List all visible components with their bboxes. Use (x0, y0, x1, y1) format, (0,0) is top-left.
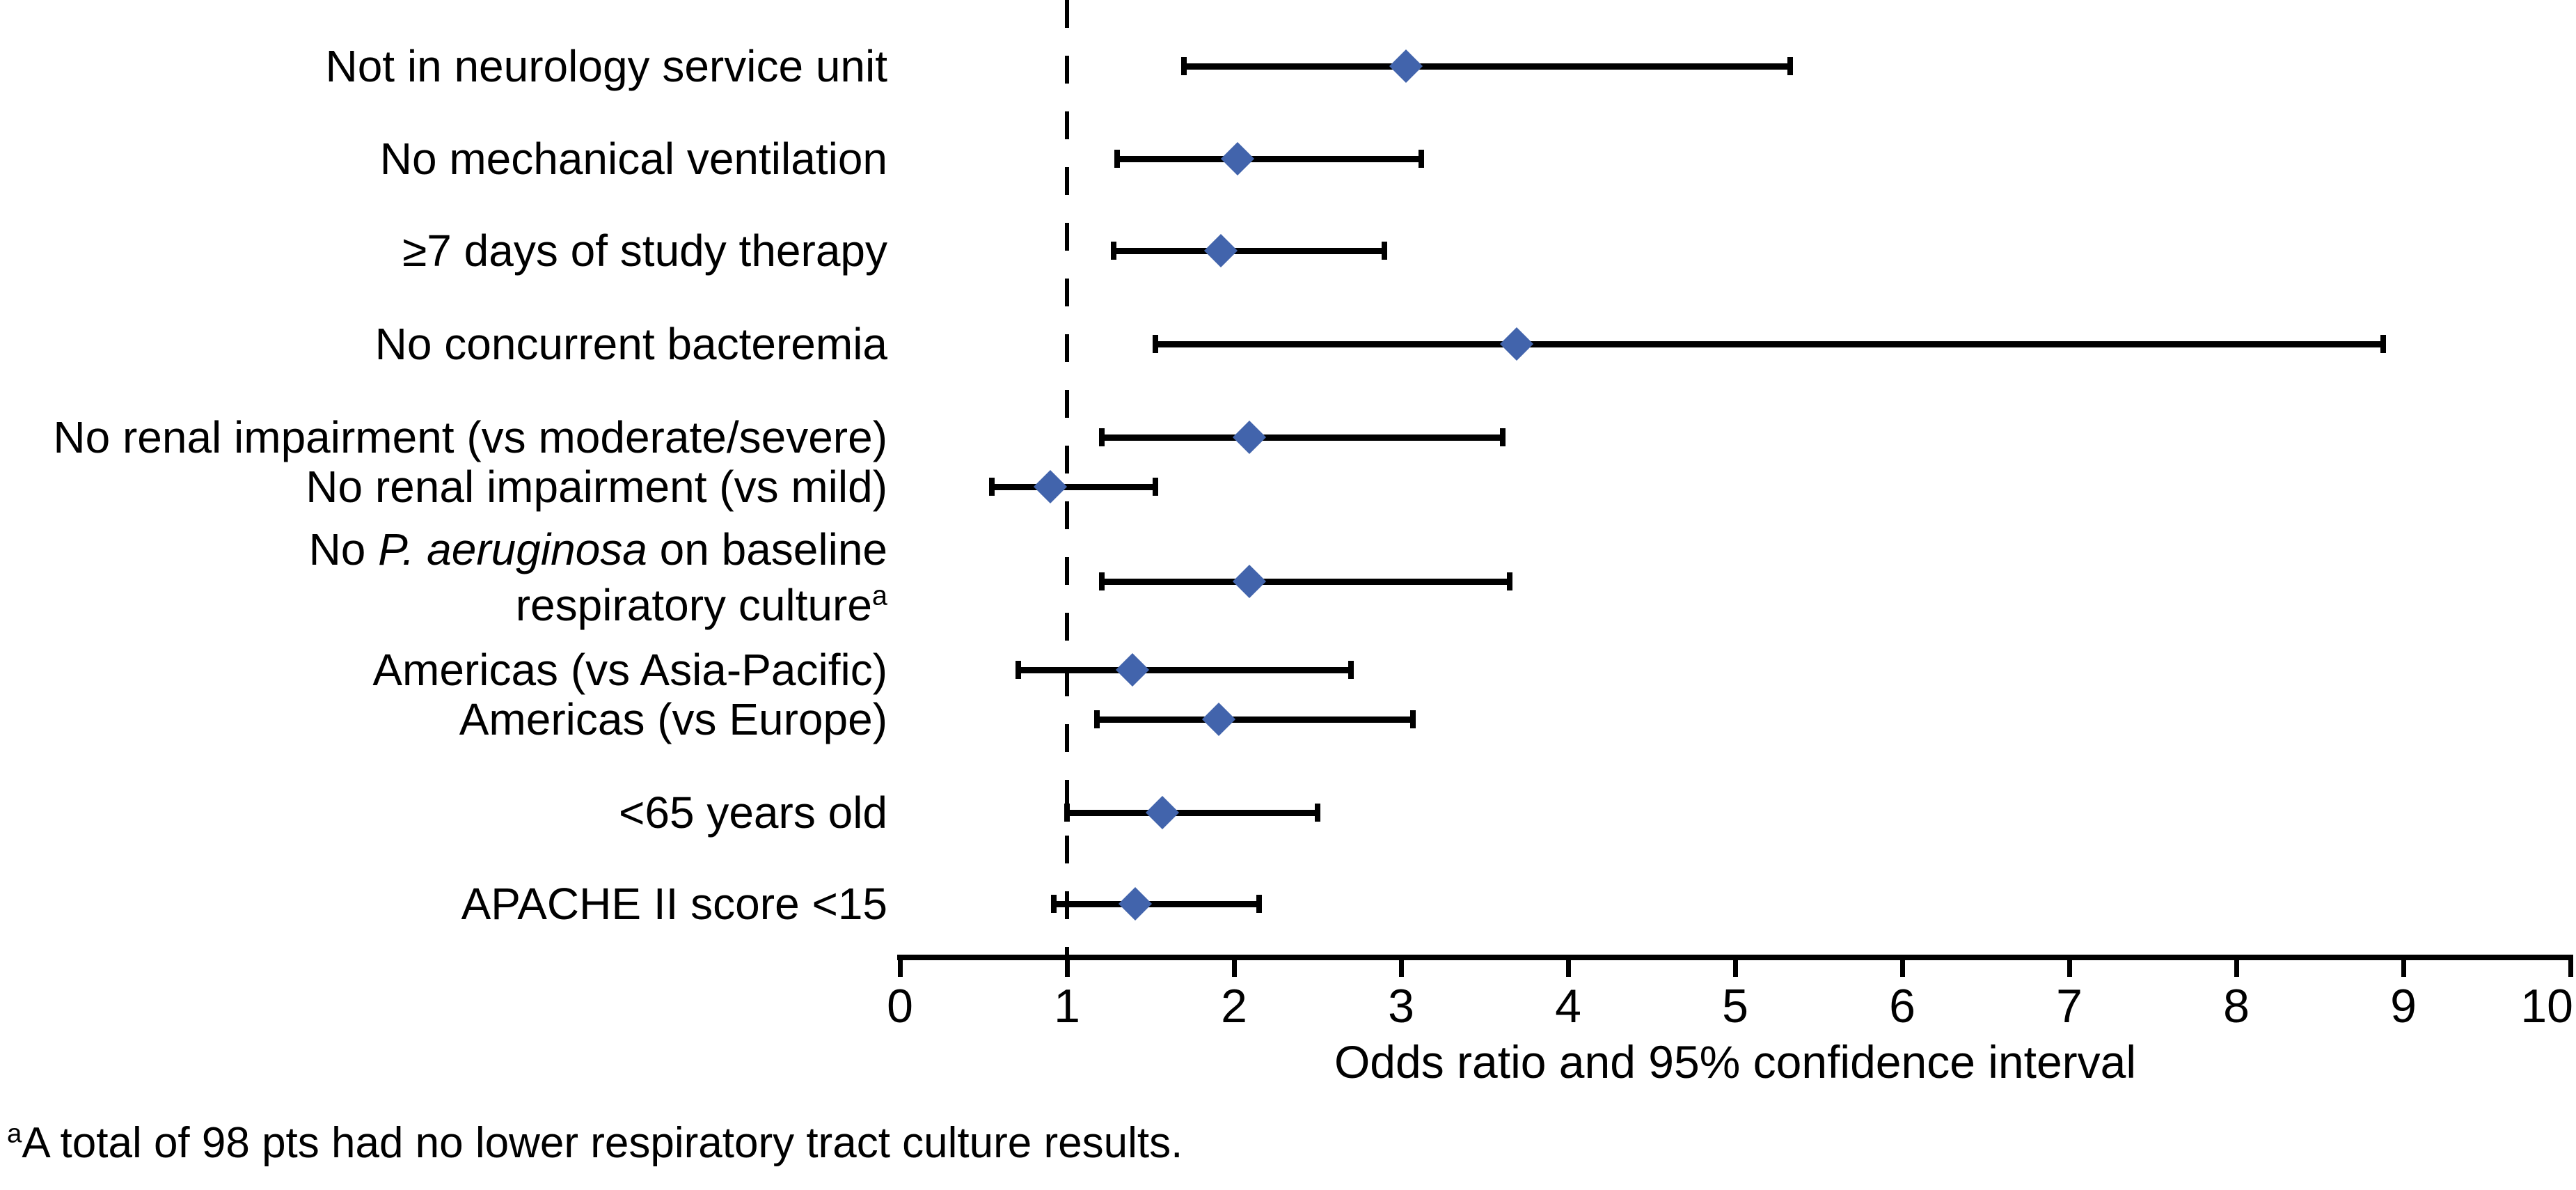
x-axis-tick-label: 2 (1221, 980, 1247, 1033)
x-axis-tick-label: 3 (1388, 980, 1414, 1033)
x-axis-tick-label: 4 (1555, 980, 1581, 1033)
ci-cap-left (1094, 710, 1100, 728)
or-diamond (1232, 564, 1266, 599)
or-diamond (1145, 795, 1179, 830)
ci-cap-left (1099, 572, 1105, 590)
ci-bar (1053, 901, 1259, 907)
ci-cap-right (1315, 804, 1320, 822)
x-axis-tick-label: 8 (2223, 980, 2250, 1033)
or-diamond (1202, 702, 1236, 737)
row-label-americas-asia: Americas (vs Asia-Pacific) (372, 645, 887, 695)
p-aeruginosa-prefix: No (308, 524, 379, 574)
x-axis-tick (1065, 960, 1070, 977)
or-diamond (1119, 886, 1153, 921)
ci-cap-left (1181, 57, 1187, 75)
ci-cap-right (1418, 150, 1424, 168)
ci-bar (1018, 667, 1351, 673)
x-axis-tick (2401, 960, 2406, 977)
footnote-text: A total of 98 pts had no lower respirato… (22, 1119, 1183, 1167)
ci-cap-right (1507, 572, 1512, 590)
x-axis-tick (2234, 960, 2239, 977)
ci-cap-right (1787, 57, 1794, 75)
row-label-study-therapy: ≥7 days of study therapy (402, 226, 887, 276)
ci-bar (1102, 434, 1503, 441)
x-axis-tick (898, 960, 903, 977)
ci-cap-left (1064, 804, 1070, 822)
ci-cap-left (1099, 428, 1105, 446)
x-axis-tick-label: 7 (2056, 980, 2083, 1033)
footnote-marker: a (7, 1118, 22, 1149)
ci-cap-left (1153, 335, 1159, 353)
ci-bar (1155, 341, 2384, 347)
x-axis-tick (1399, 960, 1404, 977)
x-axis-tick (1232, 960, 1237, 977)
ci-bar (1184, 63, 1791, 70)
x-axis-tick-label: 6 (1889, 980, 1915, 1033)
row-label-under-65: <65 years old (618, 788, 887, 838)
x-axis-tick-label: 0 (887, 980, 913, 1033)
or-diamond (1499, 327, 1533, 361)
ci-cap-right (1153, 478, 1159, 496)
ci-bar (1102, 579, 1510, 585)
x-axis-tick-label: 5 (1722, 980, 1748, 1033)
x-axis-tick (1900, 960, 1905, 977)
row-label-bacteremia: No concurrent bacteremia (374, 319, 887, 369)
ci-bar (1117, 156, 1421, 162)
x-axis-title: Odds ratio and 95% confidence interval (1334, 1036, 2137, 1088)
x-axis-tick-label: 10 (2520, 980, 2573, 1033)
ci-cap-right (2380, 335, 2387, 353)
reference-line-or1 (1065, 0, 1069, 955)
ci-cap-left (1114, 150, 1120, 168)
x-axis-tick-label: 9 (2390, 980, 2417, 1033)
row-label-renal-mod-severe: No renal impairment (vs moderate/severe) (53, 412, 887, 462)
ci-bar (1114, 248, 1384, 254)
or-diamond (1389, 49, 1423, 84)
row-label-apache-score: APACHE II score <15 (461, 879, 887, 929)
ci-cap-right (1500, 428, 1506, 446)
row-label-neurology-unit: Not in neurology service unit (325, 41, 887, 91)
or-diamond (1232, 420, 1266, 455)
or-diamond (1220, 141, 1254, 176)
row-label-americas-europe: Americas (vs Europe) (459, 694, 887, 744)
or-diamond (1203, 233, 1238, 268)
x-axis-tick (2568, 960, 2573, 977)
row-label-renal-mild: No renal impairment (vs mild) (306, 462, 887, 512)
ci-cap-left (1111, 242, 1117, 260)
p-aeruginosa-line2: respiratory culture (515, 580, 872, 630)
ci-bar (1067, 810, 1318, 816)
p-aeruginosa-italic: P. aeruginosa (378, 524, 647, 574)
ci-cap-right (1348, 661, 1354, 679)
or-diamond (1033, 469, 1068, 504)
ci-cap-right (1256, 895, 1262, 913)
x-axis-tick (1733, 960, 1738, 977)
ci-cap-left (1050, 895, 1057, 913)
ci-bar (1097, 717, 1413, 723)
ci-bar (992, 484, 1156, 490)
footnote: aA total of 98 pts had no lower respirat… (7, 1115, 1183, 1171)
row-label-mech-ventilation: No mechanical ventilation (379, 134, 887, 184)
ci-cap-left (1016, 661, 1022, 679)
ci-cap-right (1409, 710, 1416, 728)
row-label-p-aeruginosa: No P. aeruginosa on baseline respiratory… (0, 522, 887, 633)
x-axis-tick (1566, 960, 1571, 977)
p-aeruginosa-suffix: on baseline (647, 524, 887, 574)
x-axis-tick-label: 1 (1054, 980, 1080, 1033)
p-aeruginosa-footnote-marker: a (871, 580, 887, 611)
x-axis-tick (2067, 960, 2072, 977)
ci-cap-left (989, 478, 995, 496)
ci-cap-right (1382, 242, 1387, 260)
or-diamond (1115, 652, 1149, 687)
x-axis-line (897, 955, 2573, 960)
